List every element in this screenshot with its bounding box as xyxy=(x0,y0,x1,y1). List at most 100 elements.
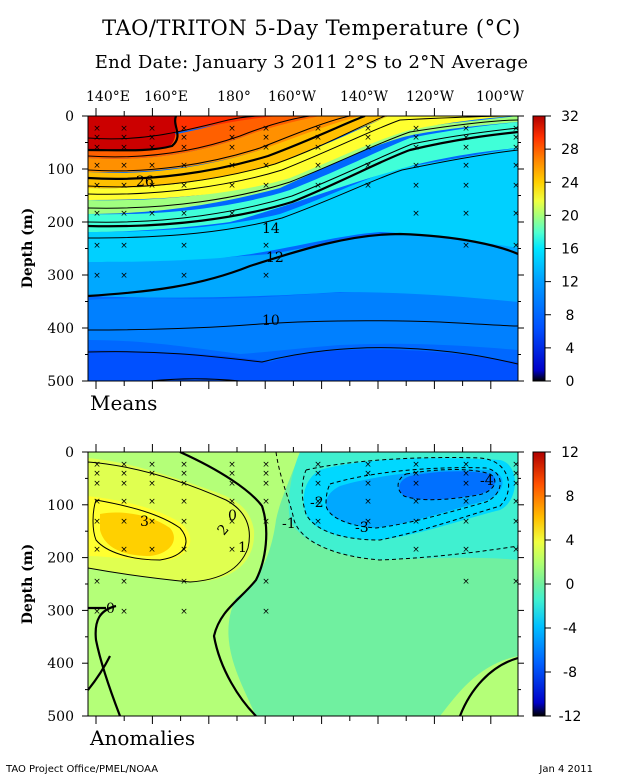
sample-mark: × xyxy=(93,517,101,527)
sample-mark: × xyxy=(120,181,128,191)
sample-mark: × xyxy=(512,517,520,527)
longitude-tick-label: 120°W xyxy=(406,89,455,105)
sample-mark: × xyxy=(120,143,128,153)
colorbar-tick-label: 24 xyxy=(561,175,579,191)
anomalies-contour-label: 1 xyxy=(238,540,247,556)
means-panel: 26 14 12 10 × × × × × × × × × × ×× × × × × × × × × × ×× × × × × ×… xyxy=(87,115,520,382)
sample-mark: × xyxy=(512,577,520,587)
colorbar-tick-label: 8 xyxy=(566,489,575,505)
sample-mark: × xyxy=(120,545,128,555)
sample-mark: × xyxy=(120,479,128,489)
anomalies-contour-label: 0 xyxy=(228,508,237,524)
means-panel-label: Means xyxy=(90,391,157,415)
sample-mark: × xyxy=(412,497,420,507)
sample-mark: × xyxy=(228,469,236,479)
sample-mark: × xyxy=(314,181,322,191)
sample-mark: × xyxy=(180,577,188,587)
sample-mark: × xyxy=(180,209,188,219)
sample-mark: × xyxy=(93,181,101,191)
longitude-tick-label: 180° xyxy=(217,89,251,105)
sample-mark: × xyxy=(512,460,520,470)
depth-tick-label: 200 xyxy=(47,551,74,567)
colorbar-tick-label: -12 xyxy=(559,709,582,725)
sample-mark: × xyxy=(412,469,420,479)
sample-mark: × xyxy=(180,271,188,281)
colorbar-tick-label: 16 xyxy=(561,242,579,258)
colorbar-tick-label: 8 xyxy=(566,308,575,324)
sample-mark: × xyxy=(462,517,470,527)
sample-mark: × xyxy=(512,545,520,555)
chart-title: TAO/TRITON 5-Day Temperature (°C) xyxy=(102,16,521,40)
sample-mark: × xyxy=(314,460,322,470)
sample-mark: × xyxy=(262,497,270,507)
anomalies-filled-contours: 3 2 1 0 -1 -2 -3 -4 0 × × × × × × × × × × ×× × × × × × ×… xyxy=(88,452,520,716)
sample-mark: × xyxy=(120,133,128,143)
means-contour-label: 12 xyxy=(266,250,284,266)
sample-mark: × xyxy=(462,460,470,470)
sample-mark: × xyxy=(228,161,236,171)
sample-mark: × xyxy=(512,124,520,134)
sample-mark: × xyxy=(148,161,156,171)
sample-mark: × xyxy=(262,517,270,527)
sample-mark: × xyxy=(228,143,236,153)
sample-mark: × xyxy=(148,143,156,153)
sample-mark: × xyxy=(148,209,156,219)
sample-mark: × xyxy=(180,469,188,479)
sample-mark: × xyxy=(512,241,520,251)
axes-layer: 140°E 160°E 180° 160°W 140°W 120°W 100°W010020… xyxy=(47,89,581,725)
sample-mark: × xyxy=(148,479,156,489)
sample-mark: × xyxy=(120,209,128,219)
sample-mark: × xyxy=(120,241,128,251)
sample-mark: × xyxy=(462,241,470,251)
sample-mark: × xyxy=(412,545,420,555)
sample-mark: × xyxy=(228,545,236,555)
sample-mark: × xyxy=(120,497,128,507)
sample-mark: × xyxy=(512,469,520,479)
sample-mark: × xyxy=(180,241,188,251)
sample-mark: × xyxy=(512,181,520,191)
sample-mark: × xyxy=(262,271,270,281)
sample-mark: × xyxy=(412,143,420,153)
colorbar-tick-label: 0 xyxy=(566,374,575,390)
depth-tick-label: 300 xyxy=(47,268,74,284)
sample-mark: × xyxy=(180,460,188,470)
anomalies-contour-label: -1 xyxy=(282,516,296,532)
sample-mark: × xyxy=(364,133,372,143)
sample-mark: × xyxy=(228,497,236,507)
sample-mark: × xyxy=(462,133,470,143)
anomalies-sample-marks: × × × × × × × × × × ×× × × × × × × × × × ×× × × × × × × × × × ×× × × × × × ×… xyxy=(93,460,520,617)
sample-mark: × xyxy=(148,545,156,555)
sample-mark: × xyxy=(93,607,101,617)
anomalies-contour-label: -3 xyxy=(355,520,369,536)
sample-mark: × xyxy=(512,209,520,219)
sample-mark: × xyxy=(262,460,270,470)
sample-mark: × xyxy=(462,124,470,134)
sample-mark: × xyxy=(364,469,372,479)
sample-mark: × xyxy=(120,124,128,134)
colorbar-tick-label: 28 xyxy=(561,142,579,158)
sample-mark: × xyxy=(364,143,372,153)
sample-mark: × xyxy=(180,161,188,171)
sample-mark: × xyxy=(180,181,188,191)
colorbar-tick-label: -4 xyxy=(563,621,577,637)
sample-mark: × xyxy=(180,497,188,507)
colorbar-tick-label: 4 xyxy=(566,341,575,357)
longitude-tick-label: 160°E xyxy=(144,89,188,105)
sample-mark: × xyxy=(462,577,470,587)
sample-mark: × xyxy=(314,517,322,527)
sample-mark: × xyxy=(120,577,128,587)
anomalies-panel-label: Anomalies xyxy=(89,726,195,750)
depth-tick-label: 500 xyxy=(47,709,74,725)
sample-mark: × xyxy=(148,181,156,191)
sample-mark: × xyxy=(412,133,420,143)
sample-mark: × xyxy=(412,124,420,134)
sample-mark: × xyxy=(364,124,372,134)
sample-mark: × xyxy=(93,497,101,507)
sample-mark: × xyxy=(93,241,101,251)
sample-mark: × xyxy=(512,143,520,153)
sample-mark: × xyxy=(262,469,270,479)
sample-mark: × xyxy=(462,161,470,171)
sample-mark: × xyxy=(228,133,236,143)
colorbar-tick-label: 0 xyxy=(566,577,575,593)
